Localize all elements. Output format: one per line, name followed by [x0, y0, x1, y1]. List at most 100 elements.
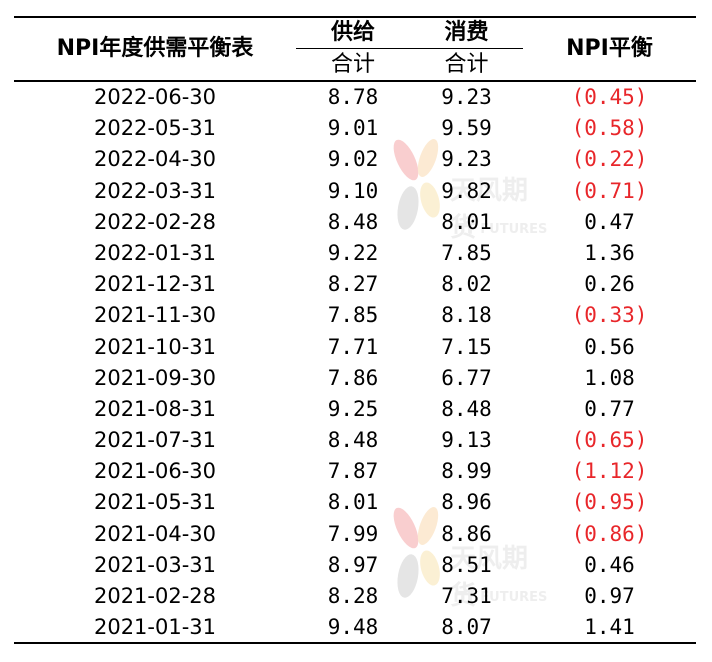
npi-balance-cell: (0.65)	[571, 428, 648, 453]
table-row: 2021-09-30 7.86 6.77 1.08	[0, 363, 712, 394]
date-cell: 2021-11-30	[93, 303, 217, 328]
npi-balance-cell: 0.56	[584, 334, 635, 359]
table-row: 2021-11-30 7.85 8.18 (0.33)	[0, 300, 712, 331]
demand-total-cell: 9.59	[441, 116, 492, 141]
npi-balance-cell: (0.22)	[571, 147, 648, 172]
supply-total-cell: 9.48	[327, 615, 379, 640]
date-cell: 2021-12-31	[93, 272, 217, 297]
date-cell: 2021-10-31	[93, 334, 217, 359]
npi-balance-cell: (1.12)	[571, 459, 648, 484]
supply-total-cell: 9.10	[327, 178, 379, 203]
table-row: 2021-12-31 8.27 8.02 0.26	[0, 269, 712, 300]
date-cell: 2021-04-30	[93, 521, 217, 546]
npi-balance-cell: 1.41	[584, 615, 635, 640]
npi-balance-cell: (0.95)	[571, 490, 648, 515]
demand-total-cell: 8.51	[441, 552, 492, 577]
npi-balance-cell: 0.26	[584, 272, 635, 297]
table-top-rule	[14, 16, 696, 18]
demand-total-cell: 8.01	[441, 209, 492, 234]
supply-total-cell: 7.86	[327, 365, 379, 390]
table-row: 2021-06-30 7.87 8.99 (1.12)	[0, 456, 712, 487]
supply-total-cell: 8.28	[327, 584, 379, 608]
table-body: 2022-06-30 8.78 9.23 (0.45) 2022-05-31 9.01 9.…	[0, 82, 712, 643]
demand-total-cell: 8.96	[441, 490, 492, 515]
table-row: 2021-10-31 7.71 7.15 0.56	[0, 332, 712, 363]
table-row: 2022-06-30 8.78 9.23 (0.45)	[0, 82, 712, 113]
demand-total-cell: 7.31	[441, 584, 492, 608]
table-row: 2021-05-31 8.01 8.96 (0.95)	[0, 487, 712, 518]
date-cell: 2021-06-30	[93, 459, 217, 484]
header-supply-total: 合计	[330, 52, 375, 77]
demand-total-cell: 6.77	[441, 365, 492, 390]
date-cell: 2021-05-31	[93, 490, 217, 515]
supply-total-cell: 9.01	[327, 116, 379, 141]
npi-balance-cell: (0.86)	[571, 521, 648, 546]
supply-total-cell: 8.48	[327, 209, 379, 234]
demand-total-cell: 7.15	[441, 334, 492, 359]
npi-balance-cell: (0.33)	[571, 303, 648, 328]
date-cell: 2021-02-28	[93, 584, 217, 608]
header-demand: 消费	[444, 20, 489, 45]
demand-total-cell: 9.23	[441, 147, 492, 172]
date-cell: 2021-08-31	[93, 396, 217, 421]
table-row: 2021-01-31 9.48 8.07 1.41	[0, 612, 712, 643]
date-cell: 2021-03-31	[93, 552, 217, 577]
supply-total-cell: 7.85	[327, 303, 379, 328]
table-bottom-rule	[14, 642, 696, 644]
header-bottom-rule	[14, 80, 696, 82]
header-npi-balance: NPI平衡	[566, 36, 653, 61]
demand-total-cell: 8.07	[441, 615, 492, 640]
npi-balance-cell: 0.46	[584, 552, 635, 577]
demand-total-cell: 7.85	[441, 240, 492, 265]
demand-total-cell: 9.23	[441, 85, 492, 109]
demand-total-cell: 8.02	[441, 272, 492, 297]
npi-balance-cell: 0.97	[584, 584, 635, 608]
date-cell: 2022-04-30	[93, 147, 217, 172]
npi-balance-cell: 1.08	[584, 365, 635, 390]
supply-total-cell: 7.99	[327, 521, 379, 546]
table-row: 2022-02-28 8.48 8.01 0.47	[0, 207, 712, 238]
npi-balance-cell: 0.47	[584, 209, 635, 234]
date-cell: 2022-05-31	[93, 116, 217, 141]
table-title: NPI年度供需平衡表	[56, 36, 254, 61]
header-supply: 供给	[330, 20, 375, 45]
supply-total-cell: 9.22	[327, 240, 379, 265]
supply-total-cell: 8.01	[327, 490, 379, 515]
npi-balance-cell: 1.36	[584, 240, 635, 265]
header-group-rule	[296, 48, 523, 49]
demand-total-cell: 8.18	[441, 303, 492, 328]
table-row: 2021-02-28 8.28 7.31 0.97	[0, 581, 712, 612]
supply-total-cell: 9.02	[327, 147, 379, 172]
demand-total-cell: 8.48	[441, 396, 492, 421]
npi-balance-cell: (0.71)	[571, 178, 648, 203]
table-row: 2022-01-31 9.22 7.85 1.36	[0, 238, 712, 269]
table-row: 2022-04-30 9.02 9.23 (0.22)	[0, 144, 712, 175]
supply-total-cell: 7.87	[327, 459, 379, 484]
demand-total-cell: 9.13	[441, 428, 492, 453]
date-cell: 2022-02-28	[93, 209, 217, 234]
demand-total-cell: 8.86	[441, 521, 492, 546]
table-row: 2021-07-31 8.48 9.13 (0.65)	[0, 425, 712, 456]
supply-total-cell: 8.48	[327, 428, 379, 453]
header-demand-total: 合计	[444, 52, 489, 77]
date-cell: 2021-09-30	[93, 365, 217, 390]
npi-balance-cell: (0.58)	[571, 116, 648, 141]
date-cell: 2021-07-31	[93, 428, 217, 453]
npi-balance-cell: (0.45)	[571, 85, 648, 109]
table-row: 2021-04-30 7.99 8.86 (0.86)	[0, 519, 712, 550]
table-row: 2021-03-31 8.97 8.51 0.46	[0, 550, 712, 581]
supply-total-cell: 9.25	[327, 396, 379, 421]
supply-total-cell: 8.97	[327, 552, 379, 577]
supply-total-cell: 8.78	[327, 85, 379, 109]
supply-total-cell: 7.71	[327, 334, 379, 359]
table-row: 2022-03-31 9.10 9.82 (0.71)	[0, 176, 712, 207]
npi-balance-cell: 0.77	[584, 396, 635, 421]
demand-total-cell: 8.99	[441, 459, 492, 484]
date-cell: 2022-03-31	[93, 178, 217, 203]
date-cell: 2022-06-30	[93, 85, 217, 109]
table-row: 2022-05-31 9.01 9.59 (0.58)	[0, 113, 712, 144]
date-cell: 2022-01-31	[93, 240, 217, 265]
supply-total-cell: 8.27	[327, 272, 379, 297]
demand-total-cell: 9.82	[441, 178, 492, 203]
date-cell: 2021-01-31	[93, 615, 217, 640]
